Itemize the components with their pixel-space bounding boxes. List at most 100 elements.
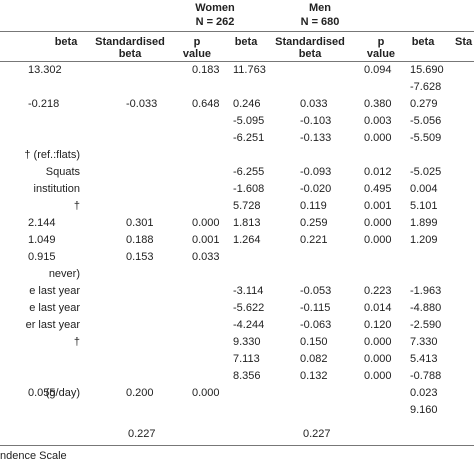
col-extra-std-partial: Sta (455, 36, 474, 48)
cell-extra-beta: 1.899 (410, 217, 470, 229)
cell-men-std-beta: -0.115 (300, 302, 350, 314)
cell-extra-beta: 1.209 (410, 234, 470, 246)
cell-extra-beta: -5.056 (410, 115, 470, 127)
col-women-std-beta: Standardised beta (95, 36, 165, 60)
cell-men-p: 0.000 (364, 217, 404, 229)
cell-men-p: 0.003 (364, 115, 404, 127)
cell-women-p: 0.000 (192, 217, 232, 229)
group-women-name: Women (175, 2, 255, 14)
cell-men-beta: 0.246 (233, 98, 283, 110)
cell-men-beta: -4.244 (233, 319, 283, 331)
cell-extra-beta: -7.628 (410, 81, 470, 93)
cell-men-p: 0.012 (364, 166, 404, 178)
col-men-std-beta: Standardised beta (270, 36, 350, 60)
cell-extra-beta: 9.160 (410, 404, 470, 416)
cell-women-beta: 13.302 (28, 64, 88, 76)
row-label: er last year (0, 319, 80, 331)
cell-men-std-beta: 0.259 (300, 217, 350, 229)
cell-men-std-beta: 0.221 (300, 234, 350, 246)
top-rule (0, 31, 474, 32)
cell-extra-beta: 0.004 (410, 183, 470, 195)
cell-men-std-beta: -0.133 (300, 132, 350, 144)
cell-men-beta: 8.356 (233, 370, 283, 382)
group-men-n: N = 680 (280, 16, 360, 28)
cell-men-beta: 11.763 (233, 64, 283, 76)
cell-men-p: 0.495 (364, 183, 404, 195)
cell-women-p: 0.183 (192, 64, 232, 76)
cell-women-std-beta: 0.153 (126, 251, 176, 263)
cell-extra-beta: -1.963 (410, 285, 470, 297)
col-women-p: p value (182, 36, 212, 60)
cell-men-p: 0.223 (364, 285, 404, 297)
cell-men-p: 0.120 (364, 319, 404, 331)
cell-women-std-beta: 0.301 (126, 217, 176, 229)
cell-women-beta: 1.049 (28, 234, 88, 246)
cell-women-p: 0.648 (192, 98, 232, 110)
col-women-beta: beta (46, 36, 86, 48)
row-label: institution (0, 183, 80, 195)
cell-extra-beta: -5.025 (410, 166, 470, 178)
cell-men-std-beta: 0.082 (300, 353, 350, 365)
cell-men-beta: 5.728 (233, 200, 283, 212)
cell-women-beta: -0.218 (28, 98, 88, 110)
row-label: never) (0, 268, 80, 280)
footnote: ndence Scale (0, 450, 67, 462)
cell-men-p: 0.000 (364, 353, 404, 365)
cell-women-beta: 2.144 (28, 217, 88, 229)
cell-men-std-beta: -0.020 (300, 183, 350, 195)
cell-men-p: 0.380 (364, 98, 404, 110)
row-label: e last year (0, 285, 80, 297)
cell-women-beta: 0.915 (28, 251, 88, 263)
cell-men-beta: 1.813 (233, 217, 283, 229)
cell-men-beta: 9.330 (233, 336, 283, 348)
cell-men-p: 0.000 (364, 370, 404, 382)
cell-men-std-beta: -0.103 (300, 115, 350, 127)
cell-men-p: 0.094 (364, 64, 404, 76)
cell-men-p: 0.001 (364, 200, 404, 212)
cell-men-std-beta: -0.063 (300, 319, 350, 331)
cell-men-std-beta: 0.033 (300, 98, 350, 110)
cell-extra-beta: 7.330 (410, 336, 470, 348)
cell-women-beta: 0.055 (28, 387, 88, 399)
col-extra-beta: beta (408, 36, 438, 48)
row-label: e last year (0, 302, 80, 314)
cell-extra-beta: 0.279 (410, 98, 470, 110)
cell-extra-beta: -0.788 (410, 370, 470, 382)
cell-extra-beta: 15.690 (410, 64, 470, 76)
r2-men: 0.227 (303, 428, 331, 440)
cell-men-beta: -5.095 (233, 115, 283, 127)
cell-men-p: 0.000 (364, 132, 404, 144)
cell-women-std-beta: 0.200 (126, 387, 176, 399)
cell-men-p: 0.014 (364, 302, 404, 314)
row-label: Squats (0, 166, 80, 178)
cell-men-beta: 7.113 (233, 353, 283, 365)
cell-men-beta: -6.251 (233, 132, 283, 144)
bottom-rule (0, 445, 474, 446)
cell-men-std-beta: 0.119 (300, 200, 350, 212)
cell-women-std-beta: -0.033 (126, 98, 176, 110)
cell-extra-beta: 0.023 (410, 387, 470, 399)
header-rule (0, 61, 474, 62)
group-men-name: Men (280, 2, 360, 14)
cell-men-std-beta: 0.150 (300, 336, 350, 348)
cell-women-p: 0.001 (192, 234, 232, 246)
row-label: † (ref.:flats) (0, 149, 80, 161)
cell-men-beta: -6.255 (233, 166, 283, 178)
cell-women-p: 0.000 (192, 387, 232, 399)
cell-men-std-beta: 0.132 (300, 370, 350, 382)
group-women-n: N = 262 (175, 16, 255, 28)
row-label: † (0, 200, 80, 212)
cell-extra-beta: -4.880 (410, 302, 470, 314)
col-men-p: p value (366, 36, 396, 60)
cell-men-std-beta: -0.093 (300, 166, 350, 178)
cell-women-p: 0.033 (192, 251, 232, 263)
row-label: † (0, 336, 80, 348)
cell-extra-beta: -2.590 (410, 319, 470, 331)
cell-extra-beta: -5.509 (410, 132, 470, 144)
cell-men-beta: 1.264 (233, 234, 283, 246)
cell-men-p: 0.000 (364, 234, 404, 246)
cell-extra-beta: 5.413 (410, 353, 470, 365)
cell-men-beta: -5.622 (233, 302, 283, 314)
col-men-beta: beta (228, 36, 264, 48)
cell-men-p: 0.000 (364, 336, 404, 348)
